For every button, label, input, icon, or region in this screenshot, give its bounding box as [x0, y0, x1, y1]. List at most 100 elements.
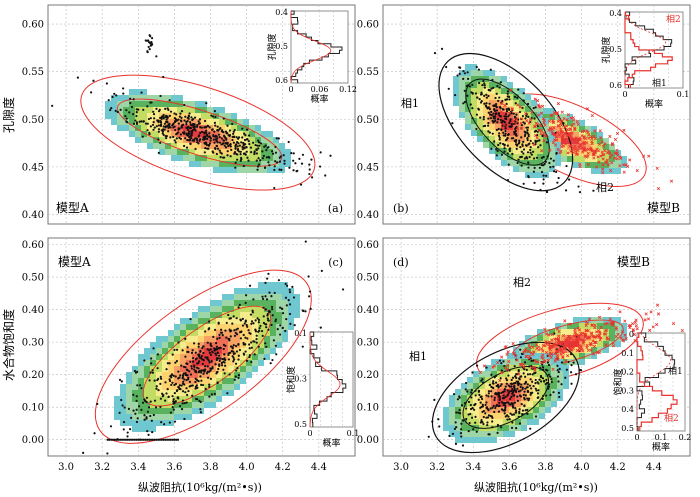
data-point [198, 118, 202, 121]
data-point [524, 394, 527, 397]
data-point [234, 166, 237, 169]
data-point [553, 138, 557, 142]
data-point [556, 357, 560, 362]
density-cell [483, 130, 489, 136]
data-point [254, 319, 257, 322]
density-cell [213, 119, 219, 125]
data-point [228, 144, 231, 147]
data-point [294, 162, 297, 165]
density-cell [201, 113, 207, 119]
density-cell [503, 359, 509, 365]
data-point [532, 350, 536, 354]
data-point [540, 149, 544, 153]
data-point [200, 355, 203, 358]
data-point [205, 129, 208, 132]
data-point [539, 374, 543, 378]
data-point [512, 382, 515, 385]
density-cell [621, 156, 627, 162]
density-cell [111, 107, 117, 113]
data-point [153, 438, 156, 441]
inset-y-tick: 0.1 [621, 349, 634, 358]
data-point [244, 350, 247, 353]
density-cell [252, 300, 258, 306]
data-point [500, 369, 503, 372]
density-cell [531, 154, 537, 160]
data-point [188, 138, 191, 141]
data-point [524, 355, 529, 359]
data-point [680, 328, 684, 333]
data-point [578, 349, 582, 353]
density-cell [473, 371, 479, 377]
data-point [201, 346, 204, 350]
data-point [266, 317, 270, 320]
data-point [456, 74, 459, 77]
data-point [160, 421, 163, 424]
data-point [270, 295, 273, 298]
density-cell [609, 144, 615, 150]
data-point [570, 144, 574, 149]
density-cell [288, 318, 294, 324]
data-point [226, 124, 229, 127]
density-cell [509, 413, 515, 419]
data-point [474, 415, 477, 418]
data-point [511, 413, 514, 416]
density-cell [513, 136, 519, 142]
data-point [269, 362, 272, 365]
data-point [480, 99, 483, 103]
data-point [173, 438, 176, 441]
data-point [273, 291, 276, 295]
density-cell [270, 342, 276, 348]
data-point [288, 312, 292, 316]
density-cell [573, 353, 579, 359]
data-point [205, 143, 209, 147]
density-cell [243, 167, 249, 173]
inset-x-tick: 0.2 [679, 433, 692, 442]
data-point [179, 137, 183, 140]
density-cell [591, 347, 597, 353]
data-point [514, 129, 517, 133]
data-point [171, 395, 174, 398]
data-point [232, 356, 235, 359]
density-cell [228, 330, 234, 336]
data-point [485, 96, 488, 99]
data-point [246, 325, 249, 328]
density-cell [483, 118, 489, 124]
data-point [489, 68, 492, 71]
data-point [157, 151, 160, 154]
data-point [164, 116, 167, 119]
density-cell [603, 144, 609, 150]
density-cell [222, 300, 228, 306]
density-cell [132, 414, 138, 420]
density-cell [567, 150, 573, 156]
data-point [243, 147, 246, 150]
density-cell [162, 414, 168, 420]
density-cell [609, 168, 615, 174]
data-point [474, 394, 477, 397]
data-point [494, 102, 498, 106]
density-cell [527, 389, 533, 395]
data-point [263, 145, 266, 148]
data-point [307, 275, 310, 278]
data-point [105, 82, 108, 85]
data-point [587, 136, 591, 140]
data-point [181, 382, 185, 385]
data-point [556, 337, 561, 341]
data-point [180, 364, 183, 367]
data-point [527, 343, 531, 347]
data-point [190, 116, 193, 119]
data-point [517, 415, 520, 418]
data-point [582, 135, 586, 139]
data-point [157, 377, 160, 380]
density-cell [186, 402, 192, 408]
density-cell [156, 354, 162, 360]
data-point [235, 317, 238, 320]
data-point [541, 349, 545, 353]
data-point [577, 333, 581, 338]
density-cell [174, 330, 180, 336]
density-cell [491, 419, 497, 425]
data-point [572, 122, 576, 126]
data-point [558, 395, 561, 399]
data-point [152, 413, 155, 417]
density-cell [141, 101, 147, 107]
